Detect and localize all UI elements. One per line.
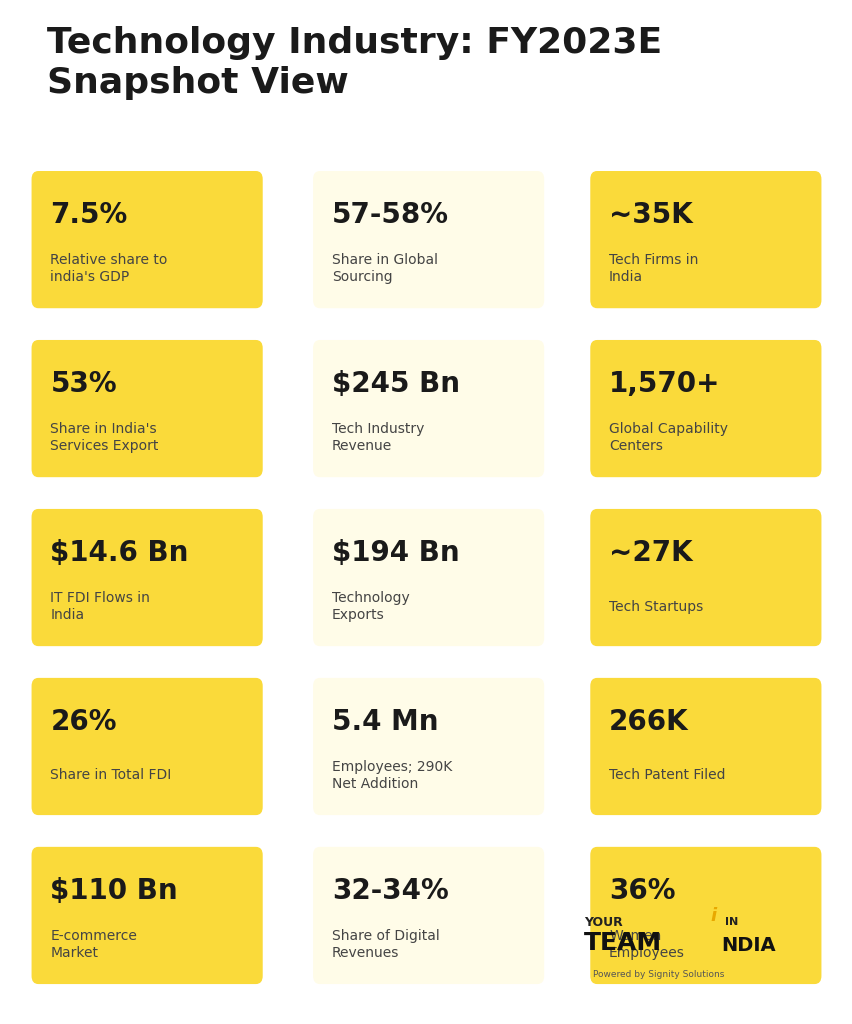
Text: Tech Startups: Tech Startups xyxy=(608,599,702,613)
FancyBboxPatch shape xyxy=(590,340,820,477)
Text: 32-34%: 32-34% xyxy=(331,878,448,905)
Text: 7.5%: 7.5% xyxy=(50,202,128,229)
FancyBboxPatch shape xyxy=(590,678,820,815)
FancyBboxPatch shape xyxy=(32,340,262,477)
FancyBboxPatch shape xyxy=(590,509,820,646)
Text: Tech Firms in
India: Tech Firms in India xyxy=(608,253,698,284)
Text: Women
Employees: Women Employees xyxy=(608,929,684,959)
FancyBboxPatch shape xyxy=(313,678,544,815)
FancyBboxPatch shape xyxy=(590,847,820,984)
Text: Share in Total FDI: Share in Total FDI xyxy=(50,768,171,782)
Text: Technology Industry: FY2023E
Snapshot View: Technology Industry: FY2023E Snapshot Vi… xyxy=(47,26,661,100)
Text: $110 Bn: $110 Bn xyxy=(50,878,178,905)
Text: i: i xyxy=(710,906,716,925)
Text: IN: IN xyxy=(724,916,738,927)
Text: Share in India's
Services Export: Share in India's Services Export xyxy=(50,422,158,453)
Text: 36%: 36% xyxy=(608,878,675,905)
Text: Global Capability
Centers: Global Capability Centers xyxy=(608,422,728,453)
Text: E-commerce
Market: E-commerce Market xyxy=(50,929,137,959)
Text: 53%: 53% xyxy=(50,371,117,398)
Text: $194 Bn: $194 Bn xyxy=(331,540,459,567)
Text: $245 Bn: $245 Bn xyxy=(331,371,459,398)
Text: 26%: 26% xyxy=(50,709,117,736)
Text: TEAM: TEAM xyxy=(584,932,662,955)
Text: ~27K: ~27K xyxy=(608,540,692,567)
Text: Tech Industry
Revenue: Tech Industry Revenue xyxy=(331,422,423,453)
Text: NDIA: NDIA xyxy=(720,936,774,955)
Text: 1,570+: 1,570+ xyxy=(608,371,720,398)
FancyBboxPatch shape xyxy=(32,678,262,815)
Text: 57-58%: 57-58% xyxy=(331,202,448,229)
FancyBboxPatch shape xyxy=(32,171,262,308)
Text: IT FDI Flows in
India: IT FDI Flows in India xyxy=(50,591,150,622)
Text: Share of Digital
Revenues: Share of Digital Revenues xyxy=(331,929,439,959)
Text: Technology
Exports: Technology Exports xyxy=(331,591,409,622)
Text: Relative share to
india's GDP: Relative share to india's GDP xyxy=(50,253,168,284)
FancyBboxPatch shape xyxy=(313,340,544,477)
Text: 5.4 Mn: 5.4 Mn xyxy=(331,709,438,736)
Text: ~35K: ~35K xyxy=(608,202,692,229)
Text: Share in Global
Sourcing: Share in Global Sourcing xyxy=(331,253,437,284)
Text: Powered by Signity Solutions: Powered by Signity Solutions xyxy=(592,970,723,979)
FancyBboxPatch shape xyxy=(32,847,262,984)
Text: $14.6 Bn: $14.6 Bn xyxy=(50,540,188,567)
Text: YOUR: YOUR xyxy=(584,915,622,929)
FancyBboxPatch shape xyxy=(313,847,544,984)
FancyBboxPatch shape xyxy=(590,171,820,308)
FancyBboxPatch shape xyxy=(313,509,544,646)
Text: Employees; 290K
Net Addition: Employees; 290K Net Addition xyxy=(331,760,452,791)
Text: Tech Patent Filed: Tech Patent Filed xyxy=(608,768,725,782)
FancyBboxPatch shape xyxy=(32,509,262,646)
FancyBboxPatch shape xyxy=(313,171,544,308)
Text: 266K: 266K xyxy=(608,709,688,736)
